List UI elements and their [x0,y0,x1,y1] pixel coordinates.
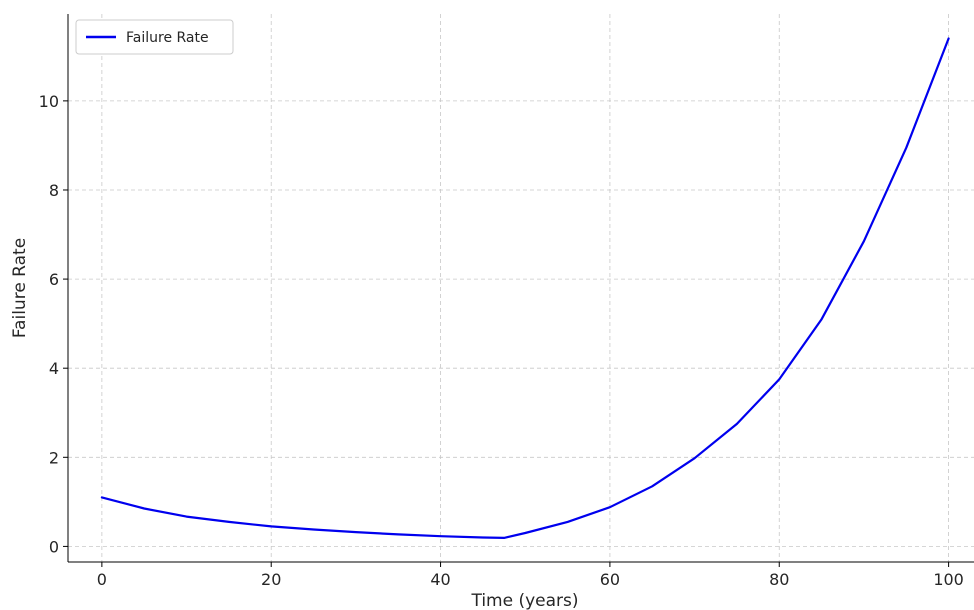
y-tick-label-8: 8 [49,181,59,200]
axes [67,14,974,563]
series [100,37,950,540]
y-tick-label-6: 6 [49,270,59,289]
y-axis-label: Failure Rate [10,238,30,338]
ticks: 0 20 40 60 80 100 0 2 4 6 8 10 [39,92,964,589]
x-tick-label-60: 60 [600,570,620,589]
x-axis-label: Time (years) [470,591,578,610]
x-tick-label-20: 20 [261,570,281,589]
legend: Failure Rate [75,19,234,55]
x-tick-label-0: 0 [97,570,107,589]
y-tick-label-0: 0 [49,537,59,556]
y-tick-label-2: 2 [49,448,59,467]
x-tick-label-100: 100 [933,570,964,589]
legend-label-failure-rate: Failure Rate [126,30,209,46]
series-line-failure-rate [100,37,950,540]
grid [68,14,974,562]
legend-box [75,19,234,55]
x-tick-label-40: 40 [430,570,450,589]
y-tick-label-4: 4 [49,359,59,378]
y-tick-label-10: 10 [39,92,59,111]
x-tick-label-80: 80 [769,570,789,589]
